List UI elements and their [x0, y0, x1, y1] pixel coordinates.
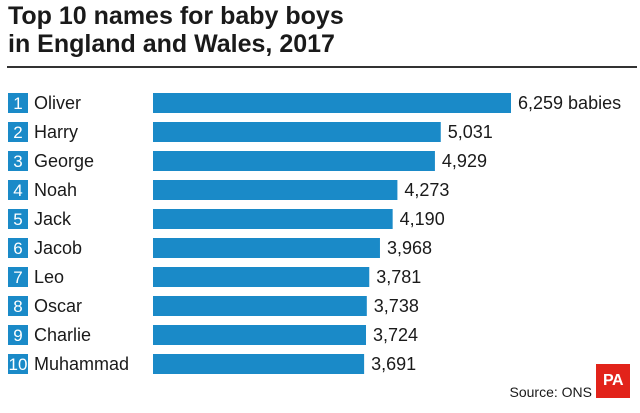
- bar: [153, 151, 435, 171]
- pa-logo: PA: [596, 364, 630, 398]
- bar: [153, 180, 398, 200]
- rank-number: 1: [13, 94, 22, 113]
- value-label: 4,929: [442, 151, 487, 171]
- chart-title-line-2: in England and Wales, 2017: [8, 30, 335, 58]
- bar-row: 6 Jacob 3,968: [8, 238, 432, 258]
- category-label: Jack: [34, 209, 72, 229]
- category-label: Oscar: [34, 296, 82, 316]
- rank-number: 2: [13, 123, 22, 142]
- category-label: Oliver: [34, 93, 81, 113]
- rank-badge: [8, 267, 28, 287]
- rank-number: 6: [13, 239, 22, 258]
- bar: [153, 93, 511, 113]
- bar: [153, 267, 370, 287]
- value-label: 5,031: [448, 122, 493, 142]
- bar-row: 10 Muhammad 3,691: [8, 354, 416, 374]
- rank-badge: [8, 238, 28, 258]
- value-label: 4,190: [400, 209, 445, 229]
- category-label: Leo: [34, 267, 64, 287]
- bar: [153, 238, 380, 258]
- category-label: George: [34, 151, 94, 171]
- rank-badge: [8, 325, 28, 345]
- bar: [153, 122, 441, 142]
- bar-row: 4 Noah 4,273: [8, 180, 449, 200]
- category-label: Muhammad: [34, 354, 129, 374]
- rank-number: 4: [13, 181, 22, 200]
- rank-number: 5: [13, 210, 22, 229]
- rank-number: 8: [13, 297, 22, 316]
- title-divider: [7, 66, 637, 68]
- category-label: Jacob: [34, 238, 82, 258]
- rank-badge: [8, 93, 28, 113]
- value-label: 3,738: [374, 296, 419, 316]
- rank-badge: [8, 180, 28, 200]
- chart-title-line-1: Top 10 names for baby boys: [8, 2, 344, 30]
- category-label: Noah: [34, 180, 77, 200]
- rank-badge: [8, 122, 28, 142]
- value-label: 3,724: [373, 325, 418, 345]
- bar-row: 3 George 4,929: [8, 151, 487, 171]
- chart-title: Top 10 names for baby boys in England an…: [8, 2, 628, 58]
- rank-badge: [8, 151, 28, 171]
- rank-number: 3: [13, 152, 22, 171]
- value-label: 3,968: [387, 238, 432, 258]
- bar: [153, 209, 393, 229]
- bar: [153, 296, 367, 316]
- bar: [153, 325, 367, 345]
- value-label: 3,691: [371, 354, 416, 374]
- value-label: 3,781: [376, 267, 421, 287]
- rank-badge: [8, 296, 28, 316]
- bar-row: 9 Charlie 3,724: [8, 325, 418, 345]
- bar-row: 5 Jack 4,190: [8, 209, 445, 229]
- bar-row: 7 Leo 3,781: [8, 267, 421, 287]
- rank-number: 9: [13, 326, 22, 345]
- source-note: Source: ONS: [509, 384, 592, 400]
- bar-row: 1 Oliver 6,259 babies: [8, 93, 621, 113]
- bar-row: 2 Harry 5,031: [8, 122, 493, 142]
- bar: [153, 354, 365, 374]
- bar-row: 8 Oscar 3,738: [8, 296, 419, 316]
- rank-badge: [8, 354, 28, 374]
- rank-number: 10: [9, 355, 28, 374]
- rank-badge: [8, 209, 28, 229]
- category-label: Charlie: [34, 325, 91, 345]
- rank-number: 7: [13, 268, 22, 287]
- value-label: 4,273: [404, 180, 449, 200]
- value-label: 6,259 babies: [518, 93, 621, 113]
- category-label: Harry: [34, 122, 78, 142]
